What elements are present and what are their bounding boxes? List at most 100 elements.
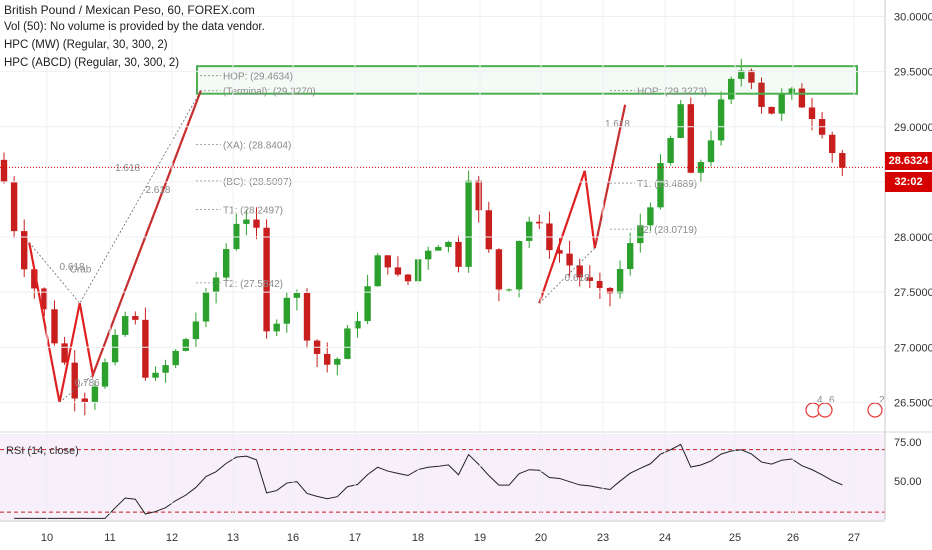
candle-body <box>465 180 472 267</box>
price-axis-tick: 29.5000 <box>894 67 932 79</box>
rsi-line <box>14 443 843 519</box>
ratio-label: 1.618 <box>605 119 630 130</box>
candle-body <box>364 286 371 322</box>
candle-body <box>303 292 311 341</box>
target-level-label: HOP: (29.4634) <box>223 72 293 83</box>
candle-body <box>41 288 48 310</box>
candle-body <box>445 241 452 248</box>
candle-body <box>808 107 816 120</box>
target-level-label: T1: (28.4889) <box>637 179 697 190</box>
ratio-label: 1.618 <box>115 163 140 174</box>
chart-title: British Pound / Mexican Peso, 60, FOREX.… <box>4 3 255 17</box>
candle-body <box>717 99 725 141</box>
candle-body <box>0 159 8 183</box>
target-level-label: T1: (28.2497) <box>223 206 283 217</box>
candle-body <box>212 277 220 293</box>
rsi-axis-tick: 50.00 <box>894 476 922 488</box>
candle-body <box>596 280 604 288</box>
time-axis-tick: 18 <box>412 532 424 544</box>
time-axis-tick: 24 <box>659 532 671 544</box>
event-badge-count: 2 <box>879 395 885 406</box>
candle-body <box>374 255 381 287</box>
candle-body <box>21 231 28 270</box>
candle-body <box>324 353 331 365</box>
candle-body <box>71 362 78 399</box>
candle-body <box>263 227 270 332</box>
time-axis-tick: 17 <box>349 532 361 544</box>
candle-body <box>637 225 644 244</box>
candle-body <box>31 269 38 289</box>
candle-body <box>202 292 210 322</box>
price-axis-tick: 27.0000 <box>894 342 932 354</box>
candle-body <box>627 243 634 270</box>
price-axis-tick: 28.0000 <box>894 232 932 244</box>
event-badge-icon <box>817 402 833 418</box>
ratio-label: 0.618 <box>60 262 85 273</box>
ratio-label: 2.618 <box>145 185 170 196</box>
time-axis-tick: 25 <box>729 532 741 544</box>
rsi-axis-tick: 75.00 <box>894 437 922 449</box>
candle-body <box>253 219 260 228</box>
candle-body <box>404 274 412 282</box>
candle-body <box>657 163 664 208</box>
time-axis-tick: 16 <box>287 532 299 544</box>
candle-body <box>273 323 280 332</box>
candle-body <box>829 134 836 154</box>
candle-body <box>344 328 351 359</box>
time-axis-tick: 12 <box>166 532 178 544</box>
candle-body <box>122 316 129 335</box>
crab-ratio-lines <box>28 90 202 304</box>
candle-body <box>51 309 58 344</box>
candle-body <box>394 267 402 275</box>
price-axis-tick: 26.5000 <box>894 397 932 409</box>
candle-body <box>526 221 533 241</box>
candle-body <box>515 240 523 290</box>
ratio-label: 0.786 <box>75 378 100 389</box>
candle-body <box>243 219 250 224</box>
candle-body <box>172 350 179 366</box>
candle-body <box>81 398 88 403</box>
candle-body <box>425 250 432 260</box>
target-level-label: T2: (27.5842) <box>223 279 283 290</box>
candle-body <box>111 334 119 363</box>
time-axis-tick: 10 <box>41 532 53 544</box>
target-level-label: (XA): (28.8404) <box>223 140 291 151</box>
candle-body <box>697 162 705 173</box>
candle-body <box>738 70 745 79</box>
candle-body <box>798 88 806 108</box>
candle-body <box>101 362 109 387</box>
last-price-badge: 28.6324 <box>885 152 932 170</box>
candle-body <box>152 372 159 378</box>
candle-body <box>647 207 654 226</box>
candle-body <box>505 289 513 291</box>
candle-body <box>677 104 684 138</box>
candle-body <box>485 210 492 250</box>
rsi-pane: RSI (14, close) <box>0 431 932 520</box>
time-axis-tick: 13 <box>227 532 239 544</box>
candle-body <box>10 182 18 232</box>
candle-body <box>384 255 391 268</box>
target-level-label: HOP: (29.3273) <box>637 87 707 98</box>
candle-body <box>667 137 674 164</box>
rsi-label: RSI (14, close) <box>6 445 79 457</box>
candle-body <box>223 249 230 278</box>
candle-body <box>142 319 149 378</box>
hpc-mw-indicator-label: HPC (MW) (Regular, 30, 300, 2) <box>4 39 168 51</box>
hpc-abcd-indicator-label: HPC (ABCD) (Regular, 30, 300, 2) <box>4 57 180 69</box>
candle-body <box>536 221 543 224</box>
candle-body <box>758 82 765 107</box>
target-level-label: T2: (28.0719) <box>637 225 697 236</box>
time-axis-tick: 20 <box>535 532 547 544</box>
time-axis-tick: 23 <box>597 532 609 544</box>
candle-body <box>839 153 846 168</box>
event-badge-count: 4 <box>817 395 823 406</box>
candle-body <box>728 78 735 100</box>
pattern-label: Crab <box>70 264 92 275</box>
candle-body <box>778 94 785 114</box>
candle-body <box>495 249 503 290</box>
candle-body <box>748 70 755 83</box>
candle-body <box>233 223 240 250</box>
bar-countdown-badge: 32:02 <box>885 172 932 192</box>
